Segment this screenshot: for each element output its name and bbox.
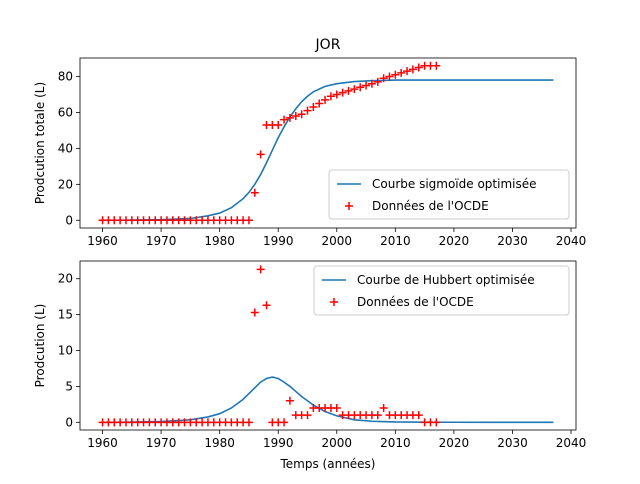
data-point [285, 396, 294, 405]
data-point [432, 61, 441, 70]
x-tick-label: 1990 [263, 436, 294, 450]
x-tick-label: 1980 [204, 234, 235, 248]
legend-marker-swatch [345, 202, 353, 210]
top-axes: 1960 1970 1980 1990 2000 2010 2020 2030 20400204… [33, 57, 587, 248]
data-point [303, 106, 312, 115]
y-tick-label: 20 [58, 177, 73, 191]
data-point [280, 418, 289, 427]
legend-label: Courbe de Hubbert optimisée [357, 273, 535, 287]
data-point [373, 411, 382, 420]
data-point [373, 77, 382, 86]
y-tick-label: 15 [58, 308, 73, 322]
data-point [250, 188, 259, 197]
y-tick-label: 0 [65, 213, 73, 227]
legend-label: Données de l'OCDE [372, 199, 489, 213]
data-point [285, 113, 294, 122]
data-point [244, 216, 253, 225]
x-tick-label: 1960 [87, 234, 118, 248]
y-tick-label: 40 [58, 141, 73, 155]
legend-box [328, 169, 570, 220]
data-point [379, 74, 388, 83]
y-tick-label: 20 [58, 272, 73, 286]
data-point [432, 418, 441, 427]
data-point [303, 411, 312, 420]
data-point [250, 308, 259, 317]
x-tick-label: 1960 [87, 436, 118, 450]
data-point [309, 103, 318, 112]
data-point [414, 411, 423, 420]
data-point [350, 85, 359, 94]
data-point [332, 403, 341, 412]
x-tick-label: 2020 [439, 436, 470, 450]
data-point [391, 70, 400, 79]
data-point [274, 121, 283, 130]
data-point [315, 99, 324, 108]
x-tick-label: 2010 [380, 436, 411, 450]
data-point [297, 110, 306, 119]
series-line [102, 376, 554, 424]
y-tick-label: 60 [58, 105, 73, 119]
y-tick-label: 0 [65, 415, 73, 429]
x-axis-label: Temps (années) [280, 457, 376, 471]
data-point [408, 65, 417, 74]
x-tick-label: 1980 [204, 436, 235, 450]
data-point [332, 90, 341, 99]
y-tick-label: 5 [65, 379, 73, 393]
x-tick-label: 1970 [146, 436, 177, 450]
x-tick-label: 2030 [497, 436, 528, 450]
x-tick-label: 2010 [380, 234, 411, 248]
data-point [256, 150, 265, 159]
bottom-axes: 1960 1970 1980 1990 2000 2010 2020 2030 2040 0 5 10… [33, 260, 587, 471]
y-tick-label: 80 [58, 70, 73, 84]
y-tick-label: 10 [58, 344, 73, 358]
data-point [326, 92, 335, 101]
data-point [403, 67, 412, 76]
y-axis-label: Prodcution (L) [33, 304, 47, 388]
x-tick-label: 1990 [263, 234, 294, 248]
data-point [291, 112, 300, 121]
series-line [102, 79, 554, 222]
x-tick-label: 1970 [146, 234, 177, 248]
x-tick-label: 2020 [439, 234, 470, 248]
x-tick-label: 2000 [322, 436, 353, 450]
x-tick-label: 2040 [556, 234, 587, 248]
data-point [280, 115, 289, 124]
data-point [414, 63, 423, 72]
axes-frame [79, 57, 577, 229]
y-axis-label: Prodcution totale (L) [33, 82, 47, 204]
data-point [397, 68, 406, 77]
legend-marker-swatch [330, 298, 338, 306]
data-point [367, 79, 376, 88]
data-point [362, 81, 371, 90]
legend-label: Données de l'OCDE [357, 295, 474, 309]
x-tick-label: 2040 [556, 436, 587, 450]
data-point [321, 95, 330, 104]
data-point [338, 88, 347, 97]
data-point [256, 265, 265, 274]
legend-label: Courbe sigmoïde optimisée [372, 177, 537, 191]
x-tick-label: 2000 [322, 234, 353, 248]
x-tick-label: 2030 [497, 234, 528, 248]
data-point [244, 418, 253, 427]
axes-frame [79, 260, 577, 431]
legend-box [313, 265, 570, 316]
data-point [262, 301, 271, 310]
data-point [379, 403, 388, 412]
data-point [344, 86, 353, 95]
data-point [356, 83, 365, 92]
figure-title: JOR [315, 37, 341, 53]
data-point [385, 72, 394, 81]
